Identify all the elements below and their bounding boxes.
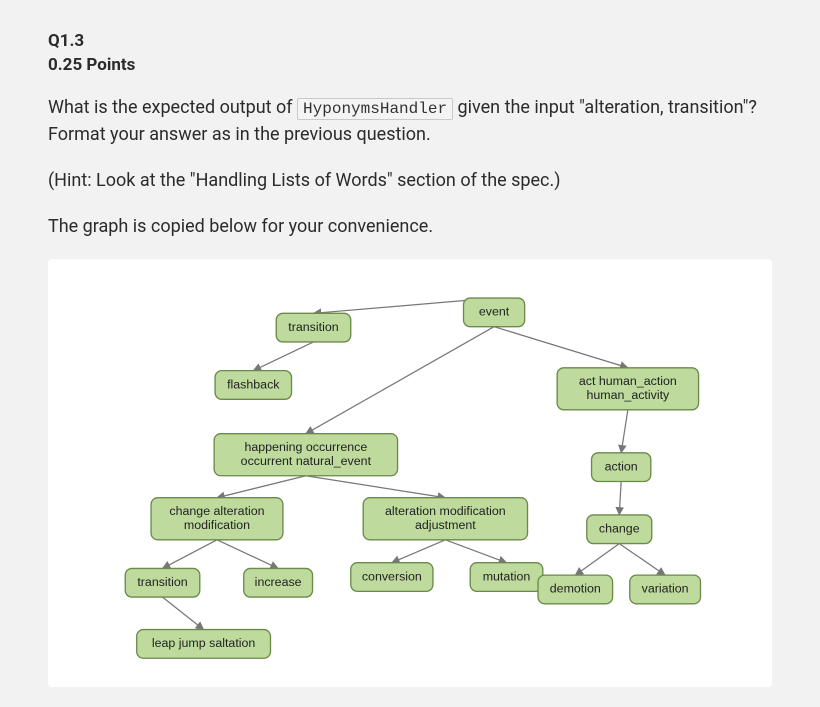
graph-node: happening occurrenceoccurrent natural_ev… [214,434,397,476]
graph-edge [306,327,494,434]
graph-node: increase [244,569,313,598]
graph-edge [217,476,306,498]
graph-edge [575,544,619,576]
graph-edge [619,482,621,515]
graph-node-label: change alteration [169,504,264,518]
prompt-before: What is the expected output of [48,97,297,118]
graph-node-label: leap jump saltation [152,636,256,650]
graph-node: conversion [351,563,433,592]
question-number: Q1.3 [48,30,772,54]
graph-node-label: transition [288,320,338,334]
graph-node-label: event [479,305,510,319]
graph-edge [392,540,446,563]
question-points: 0.25 Points [48,54,772,78]
graph-node: change [587,515,652,544]
graph-node-label: transition [137,575,187,589]
graph-node: event [464,298,525,327]
graph-node: transition [125,569,200,598]
graph-node: leap jump saltation [137,630,271,659]
graph-node: mutation [470,563,543,592]
graph-edge [306,476,446,498]
graph-node-label: conversion [362,569,422,583]
question-block: Q1.3 0.25 Points What is the expected ou… [0,0,820,707]
graph-node-label: happening occurrence [244,440,367,454]
graph-node: transition [276,313,351,342]
graph-edge [619,544,665,576]
graph-node-label: variation [642,582,689,596]
graph-node: alteration modificationadjustment [363,498,527,540]
graph-node-label: demotion [550,582,601,596]
graph-panel: event transition flashback act human_action… [48,259,772,687]
hyponym-graph: event transition flashback act human_action… [66,277,754,669]
graph-edge [494,327,628,368]
graph-edge [621,410,628,453]
graph-node-label: flashback [227,377,280,391]
graph-node-label: increase [255,575,302,589]
graph-edge [217,540,278,569]
graph-node: change alterationmodification [151,498,283,540]
graph-node-label: occurrent natural_event [241,454,372,468]
graph-node: act human_actionhuman_activity [557,368,698,410]
graph-node-label: adjustment [415,518,476,532]
question-hint: (Hint: Look at the "Handling Lists of Wo… [48,167,772,195]
question-prompt: What is the expected output of HyponymsH… [48,94,772,150]
graph-node: flashback [215,371,291,400]
graph-node: demotion [538,575,613,604]
graph-node-label: act human_action [579,374,677,388]
graph-node-label: human_activity [586,388,670,402]
graph-node-label: action [605,460,638,474]
code-token: HyponymsHandler [297,98,453,120]
graph-edge [163,597,204,629]
graph-edge [253,342,313,371]
graph-node: variation [630,575,701,604]
graph-caption: The graph is copied below for your conve… [48,213,772,241]
graph-node-label: change [599,522,640,536]
graph-node: action [592,453,651,482]
graph-node-label: modification [184,518,250,532]
graph-edge [163,540,217,569]
graph-edge [445,540,506,563]
graph-node-label: mutation [483,569,531,583]
graph-node-label: alteration modification [385,504,506,518]
